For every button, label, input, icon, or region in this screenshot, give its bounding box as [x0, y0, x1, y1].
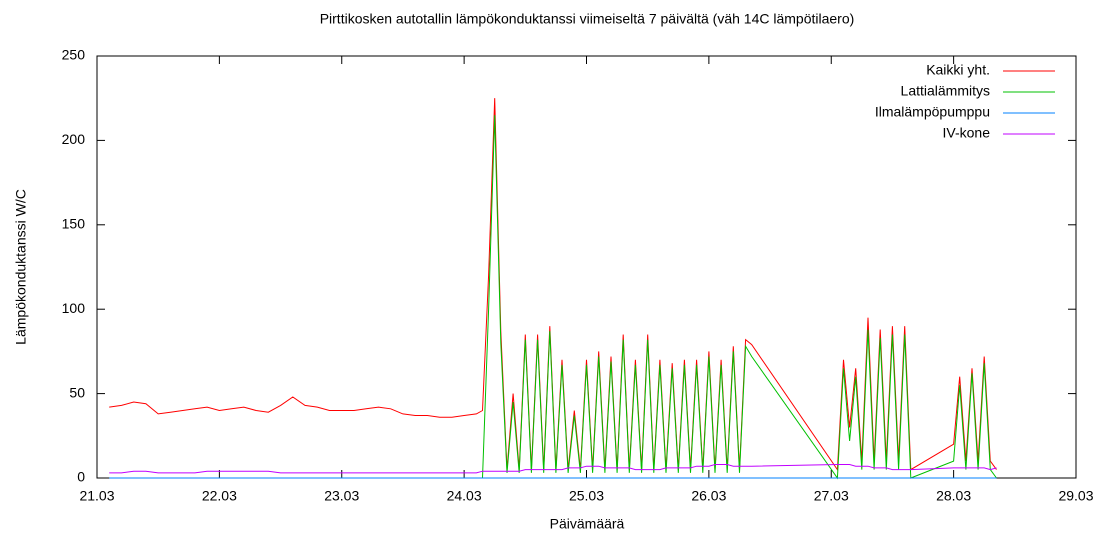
legend-label: IV-kone — [943, 125, 991, 141]
x-tick-label: 23.03 — [324, 488, 359, 504]
x-tick-label: 21.03 — [79, 488, 114, 504]
y-tick-label: 100 — [62, 300, 86, 316]
series-line — [482, 115, 997, 480]
x-axis-label: Päivämäärä — [550, 516, 625, 532]
x-tick-label: 24.03 — [447, 488, 482, 504]
legend-label: Kaikki yht. — [926, 62, 990, 78]
y-tick-label: 50 — [69, 384, 85, 400]
legend-label: Lattialämmitys — [901, 83, 990, 99]
x-tick-label: 25.03 — [569, 488, 604, 504]
y-tick-label: 0 — [77, 469, 85, 485]
legend-label: Ilmalämpöpumppu — [875, 104, 990, 120]
y-tick-label: 200 — [62, 131, 86, 147]
x-tick-label: 29.03 — [1058, 488, 1093, 504]
x-tick-label: 26.03 — [691, 488, 726, 504]
series-line — [109, 464, 997, 474]
chart-title: Pirttikosken autotallin lämpökonduktanss… — [320, 11, 855, 27]
y-tick-label: 250 — [62, 47, 86, 63]
series-line — [109, 98, 997, 472]
y-tick-label: 150 — [62, 216, 86, 232]
x-tick-label: 27.03 — [814, 488, 849, 504]
x-tick-label: 28.03 — [936, 488, 971, 504]
x-tick-label: 22.03 — [202, 488, 237, 504]
y-axis-label: Lämpökonduktanssi W/C — [13, 189, 29, 345]
